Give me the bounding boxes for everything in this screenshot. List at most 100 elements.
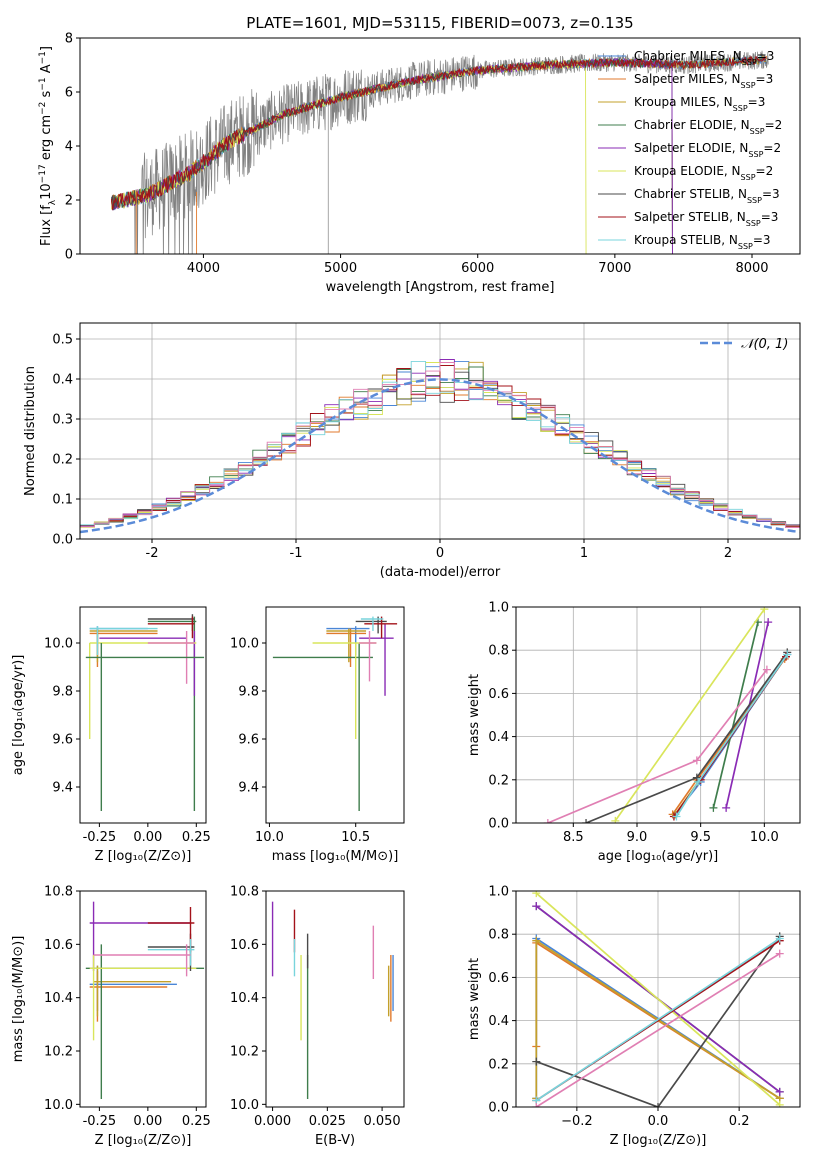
- x-tick-label: 0.25: [182, 830, 211, 845]
- y-axis-label: age [log₁₀(age/yr)]: [11, 655, 26, 776]
- data-point: [532, 902, 541, 911]
- y-tick-label: 0.0: [488, 1101, 509, 1116]
- legend-text: Salpeter STELIB, N: [634, 210, 746, 224]
- errorbar-extra-pink: [93, 944, 191, 977]
- errorbar-kroupa-stelib: [89, 626, 158, 655]
- x-tick-label: 0.25: [182, 1114, 211, 1129]
- legend-entry: Kroupa STELIB, NSSP=3: [634, 233, 771, 251]
- series-line: [535, 892, 781, 1106]
- y-tick-label: 10.0: [44, 637, 73, 652]
- y-label-part: −17: [38, 164, 48, 183]
- legend-suffix: =2: [756, 164, 774, 178]
- legend-text: Kroupa MILES, N: [634, 95, 733, 109]
- y-tick-label: 0.8: [488, 644, 509, 659]
- errorbar-kroupa-miles: [93, 965, 172, 1017]
- legend-sub: SSP: [741, 173, 756, 182]
- y-tick-label: 10.6: [44, 938, 73, 953]
- y-tick-label: 0.2: [488, 773, 509, 788]
- x-axis-label: age [log₁₀(age/yr)]: [598, 849, 719, 864]
- x-axis-label: (data-model)/error: [380, 565, 501, 580]
- x-tick-label: 1: [580, 546, 588, 561]
- model-spectrum-salpeter-stelib: [111, 55, 767, 211]
- legend-text: Salpeter MILES, N: [634, 72, 741, 86]
- y-tick-label: 10.2: [44, 1045, 73, 1060]
- legend-sub: SSP: [747, 196, 762, 205]
- x-tick-label: 0.2: [729, 1114, 750, 1129]
- x-tick-label: 0.025: [309, 1114, 346, 1129]
- y-tick-label: 10.0: [230, 1098, 259, 1113]
- y-tick-label: 0.5: [52, 333, 73, 348]
- y-axis-label: Flux [fλ10−17 erg cm−2 s−1 A−1]: [38, 46, 58, 246]
- errorbar-chabrier-elodie: [147, 616, 197, 811]
- legend-entry: Chabrier ELODIE, NSSP=2: [634, 118, 782, 136]
- data-point: [532, 1057, 541, 1066]
- legend-text: Salpeter ELODIE, N: [634, 141, 748, 155]
- y-label-part: λ: [48, 199, 58, 205]
- errorbar-kroupa-miles: [326, 628, 367, 663]
- y-tick-label: 1.0: [488, 885, 509, 900]
- y-tick-label: 10.4: [44, 991, 73, 1006]
- series-line: [712, 621, 759, 809]
- y-tick-label: 8: [65, 32, 73, 47]
- plot-area-mass_vs_Z: [85, 901, 205, 1099]
- legend-suffix: =3: [762, 187, 780, 201]
- chart-age_vs_mass: 10.0 10.5 9.4 9.6 9.8 10.0 mass [log₁₀(M/M⊙)]: [230, 606, 405, 864]
- y-tick-label: 2: [65, 194, 73, 209]
- y-label-part: −2: [38, 102, 48, 115]
- x-tick-label: -2: [146, 546, 159, 561]
- y-label-part: −1: [38, 51, 48, 64]
- y-label-part: A: [39, 64, 54, 77]
- x-tick-label: 0.050: [363, 1114, 400, 1129]
- y-tick-label: 10.4: [230, 991, 259, 1006]
- errorbar-salpeter-elodie: [99, 631, 196, 696]
- legend-sub: SSP: [741, 81, 756, 90]
- x-tick-label: -0.25: [83, 830, 117, 845]
- legend-entry: Salpeter STELIB, NSSP=3: [634, 210, 778, 228]
- errorbar-chabrier-stelib: [147, 933, 195, 971]
- y-tick-label: 10.8: [230, 885, 259, 900]
- legend-sub: SSP: [738, 242, 753, 251]
- axes-frame: [79, 890, 207, 1108]
- data-point: [775, 949, 784, 958]
- errorbar-salpeter-stelib: [147, 907, 195, 953]
- legend-text: Chabrier MILES, N: [634, 49, 742, 63]
- plot-area-age_vs_Z: [85, 614, 205, 811]
- y-tick-label: 0.4: [52, 373, 73, 388]
- series-line: [725, 621, 770, 809]
- errorbar-chabrier-miles: [89, 965, 177, 1011]
- axes-frame: [79, 37, 801, 255]
- data-point: [611, 816, 620, 823]
- figure-title: PLATE=1601, MJD=53115, FIBERID=0073, z=0…: [246, 14, 633, 32]
- legend-entry: Chabrier MILES, NSSP=3: [634, 49, 774, 67]
- x-tick-label: 2: [724, 546, 732, 561]
- y-tick-label: 10.6: [230, 938, 259, 953]
- chart-mass_weight_vs_Z: −0.2 0.0 0.2 0.0 0.2 0.4 0.6 0.8 1.0 Z [log₁₀(Z/Z…: [467, 885, 801, 1148]
- y-tick-label: 9.4: [238, 781, 259, 796]
- y-tick-label: 0.1: [52, 493, 73, 508]
- data-point: [709, 803, 718, 812]
- legend-sub: SSP: [746, 219, 761, 228]
- chart-residuals: -2 -1 0 1 2 0.0 0.1 0.2 0.3 0.4 0.5 (data-model)/er…: [23, 322, 801, 580]
- x-tick-label: 0: [436, 546, 444, 561]
- errorbar-extra-pink: [359, 631, 377, 682]
- legend-sub: SSP: [742, 58, 757, 67]
- chart-age_vs_Z: -0.25 0.00 0.25 9.4 9.6 9.8 10.0 Z [log₁₀(Z/Z⊙)…: [11, 606, 211, 864]
- x-tick-label: 4000: [187, 261, 220, 276]
- legend-suffix: =3: [756, 72, 774, 86]
- legend-text: Chabrier STELIB, N: [634, 187, 747, 201]
- data-point: [764, 618, 773, 627]
- x-axis-label: wavelength [Angstrom, rest frame]: [326, 280, 555, 295]
- chart-spectrum: 4000 5000 6000 7000 8000 0 2 4 6 8 wavelength [Ang…: [38, 32, 801, 295]
- y-axis-label: Normed distribution: [23, 366, 38, 496]
- y-tick-label: 1.0: [488, 601, 509, 616]
- data-point: [762, 665, 771, 674]
- series-salpeter-elodie: [722, 618, 773, 812]
- y-tick-label: 6: [65, 86, 73, 101]
- legend-text: Kroupa STELIB, N: [634, 233, 738, 247]
- x-tick-label: 10.5: [341, 830, 370, 845]
- series-line: [535, 952, 781, 1107]
- y-tick-label: 9.8: [238, 685, 259, 700]
- y-tick-label: 0.0: [52, 533, 73, 548]
- legend-text: Kroupa ELODIE, N: [634, 164, 741, 178]
